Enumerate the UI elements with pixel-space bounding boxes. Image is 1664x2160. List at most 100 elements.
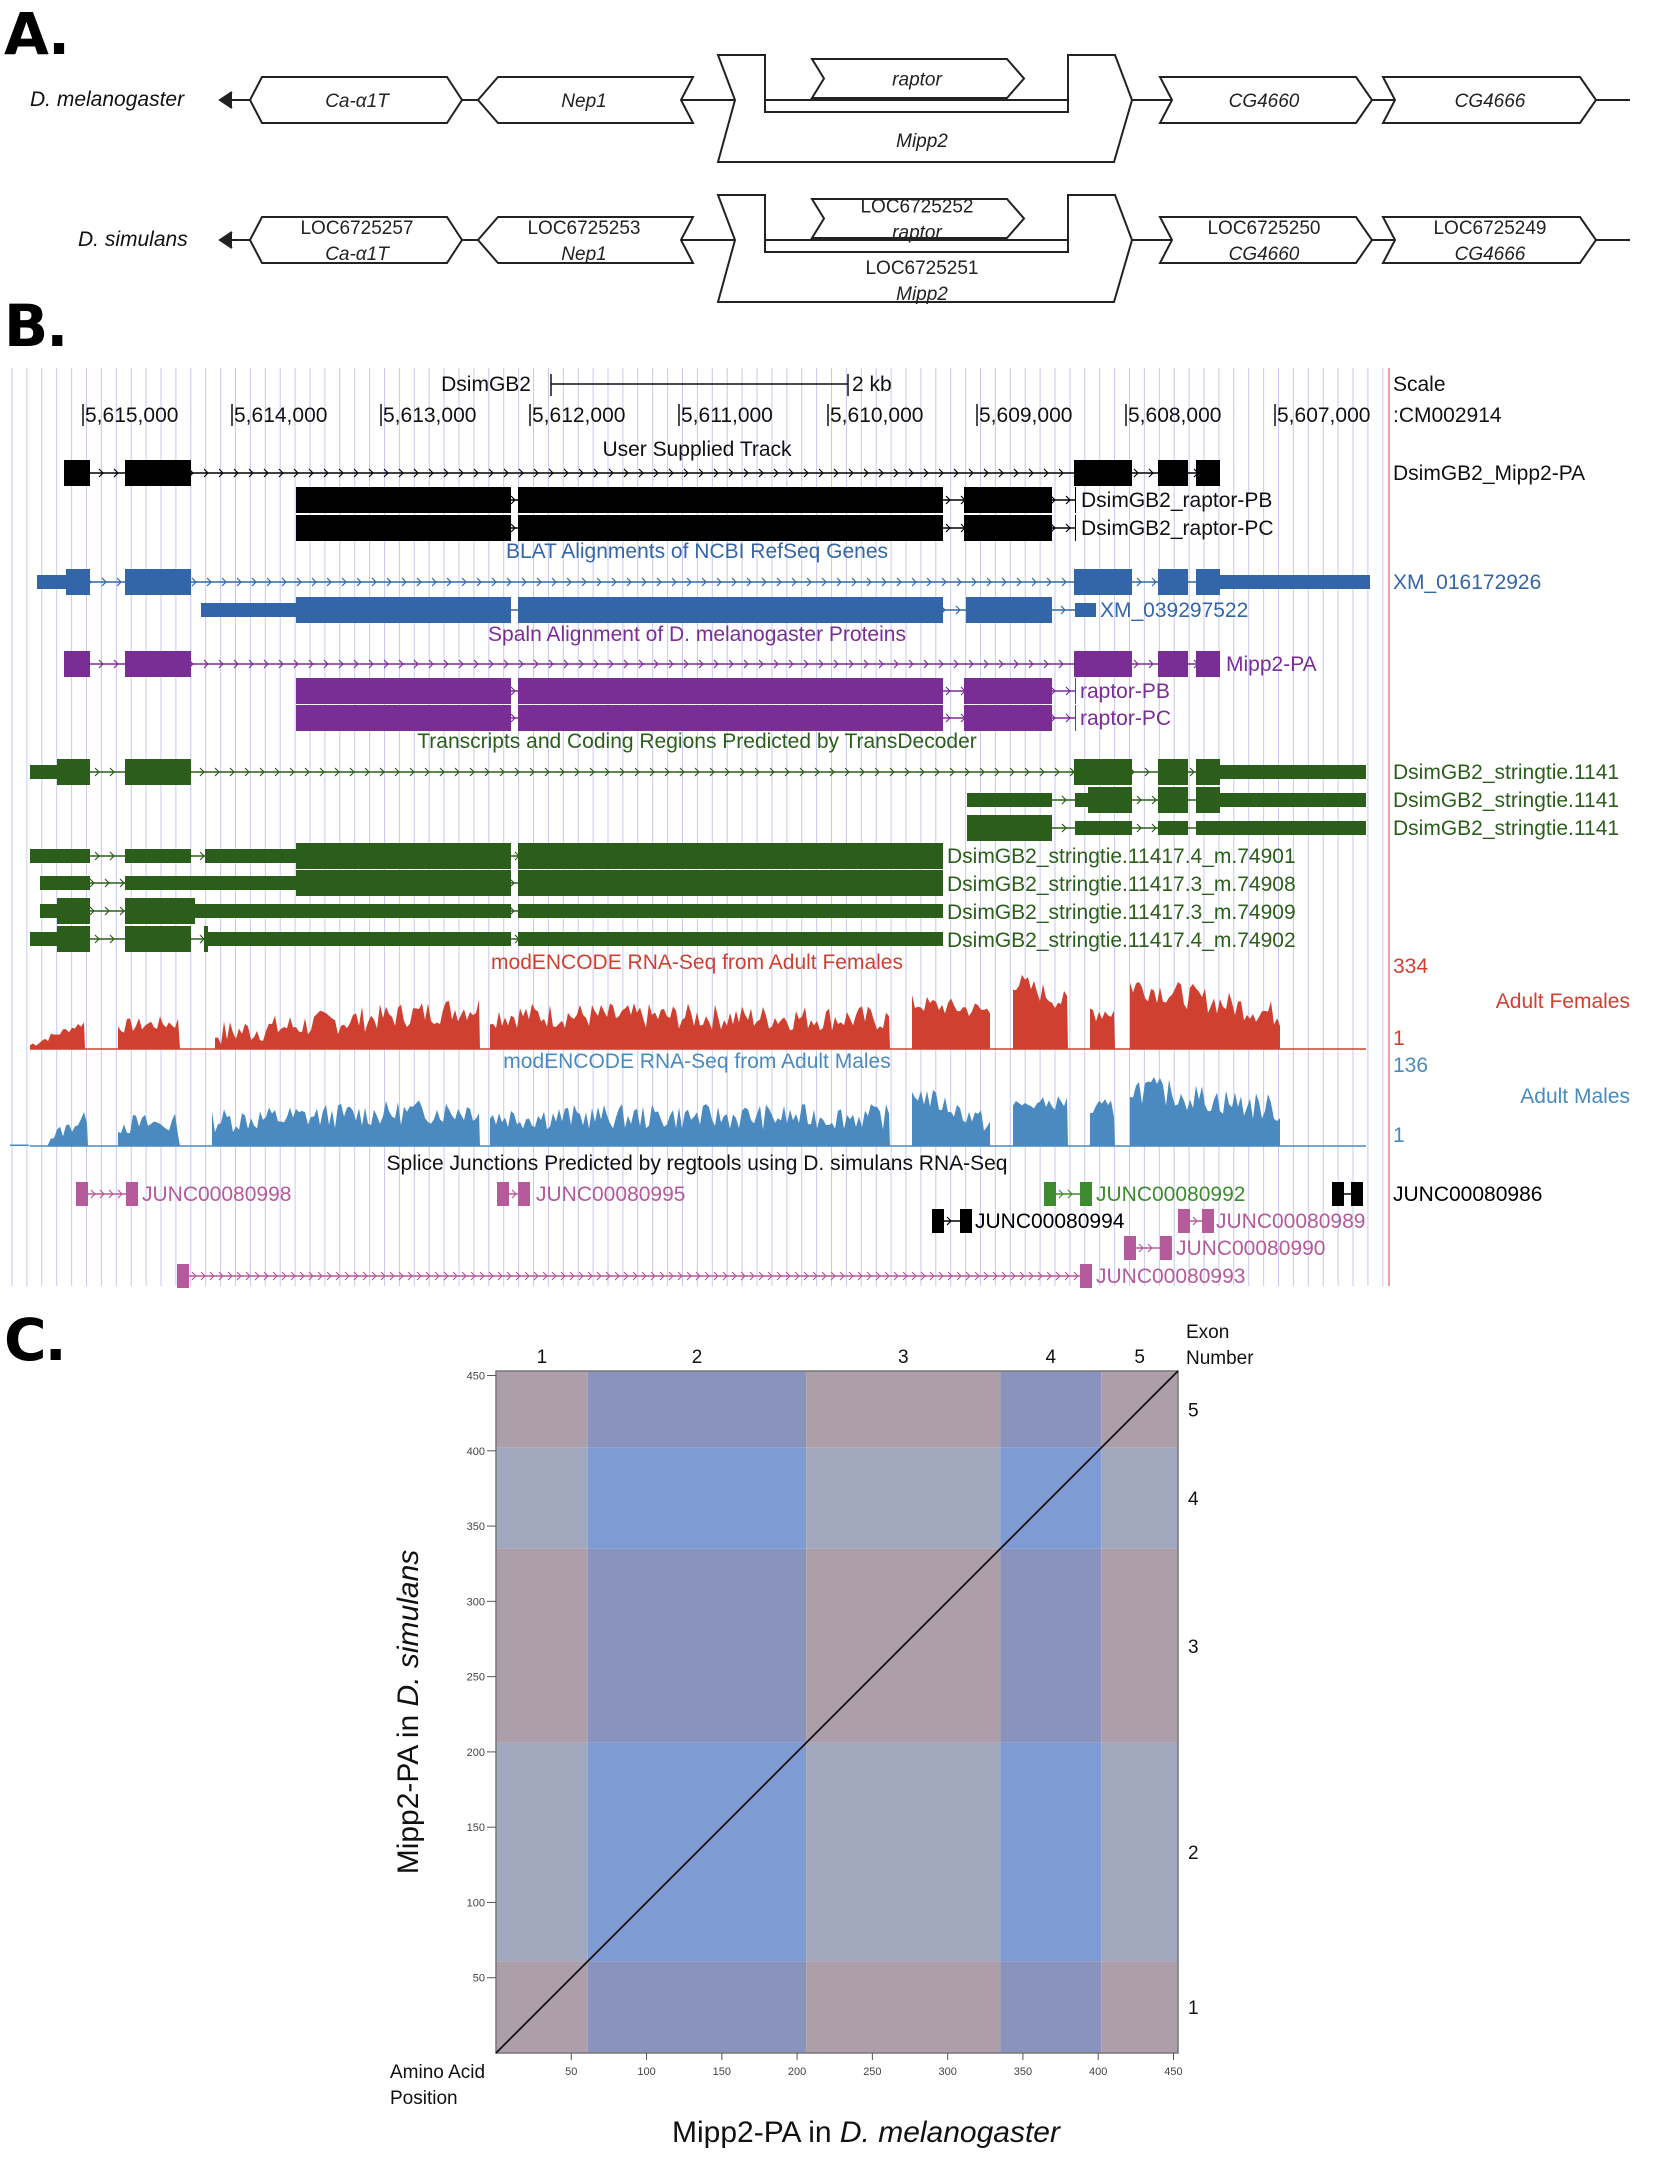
gene-cg4660-label: LOC6725250 — [1207, 218, 1320, 239]
gene-raptor — [810, 198, 1026, 239]
strand-arrow — [488, 468, 494, 478]
exon-cell — [806, 1447, 1001, 1549]
strand-arrow — [454, 767, 460, 777]
strand-arrow — [1061, 795, 1067, 805]
coverage-segment — [30, 1022, 85, 1049]
strand-arrow — [893, 1271, 899, 1281]
strand-arrow — [1189, 767, 1195, 777]
exon — [1075, 793, 1088, 807]
strand-arrow — [233, 468, 239, 478]
td-label: DsimGB2_stringtie.11417.3_m.74908 — [947, 873, 1296, 896]
strand-arrow — [116, 577, 122, 587]
strand-arrow — [1136, 795, 1142, 805]
strand-arrow — [461, 577, 467, 587]
strand-arrow — [686, 577, 692, 587]
strand-arrow — [619, 767, 625, 777]
exon — [125, 651, 191, 677]
strand-arrow — [623, 659, 629, 669]
strand-arrow — [1136, 823, 1142, 833]
exon — [1074, 759, 1132, 785]
strand-arrow — [209, 1271, 215, 1281]
strand-arrow — [889, 767, 895, 777]
td-row-1 — [30, 759, 1366, 785]
strand-arrow — [983, 1271, 989, 1281]
males-track-name: Adult Males — [1520, 1085, 1630, 1108]
strand-arrow — [578, 468, 584, 478]
gene-mipp2-label: Mipp2 — [896, 131, 948, 152]
strand-arrow — [199, 851, 205, 861]
strand-arrow — [244, 767, 250, 777]
strand-arrow — [488, 659, 494, 669]
exon — [125, 849, 191, 863]
strand-arrow — [731, 1271, 737, 1281]
exon — [966, 597, 1052, 623]
exon-cell — [1000, 1742, 1102, 1962]
strand-arrow — [533, 1271, 539, 1281]
strand-arrow — [338, 659, 344, 669]
strand-arrow — [1001, 577, 1007, 587]
strand-arrow — [458, 468, 464, 478]
gene-ca-alpha1t — [248, 216, 464, 264]
strand-arrow — [686, 1271, 692, 1281]
junction-anchor — [177, 1264, 189, 1288]
strand-arrow — [524, 1271, 530, 1281]
strand-arrow — [1073, 1271, 1079, 1281]
strand-arrow — [623, 468, 629, 478]
exon — [125, 876, 296, 890]
strand-arrow — [992, 1271, 998, 1281]
junction-anchor — [126, 1182, 138, 1206]
strand-arrow — [1046, 1271, 1052, 1281]
exon — [1158, 759, 1188, 785]
strand-arrow — [896, 577, 902, 587]
strand-arrow — [383, 468, 389, 478]
strand-arrow — [608, 659, 614, 669]
junction-anchor — [497, 1182, 509, 1206]
strand-arrow — [394, 767, 400, 777]
exon — [518, 870, 943, 896]
coverage-segment — [490, 1003, 890, 1049]
strand-arrow — [227, 1271, 233, 1281]
exon — [518, 705, 943, 731]
y-tick-label: 450 — [467, 1371, 485, 1383]
exon — [30, 849, 90, 863]
exon — [518, 597, 943, 623]
ruler-tick-label: 5,610,000 — [830, 404, 923, 427]
gene-nep1-label: Nep1 — [561, 244, 606, 265]
strand-arrow — [968, 468, 974, 478]
strand-arrow — [758, 468, 764, 478]
strand-arrow — [878, 468, 884, 478]
strand-arrow — [893, 468, 899, 478]
strand-arrow — [278, 468, 284, 478]
strand-arrow — [533, 468, 539, 478]
strand-arrow — [836, 577, 842, 587]
strand-arrow — [200, 1271, 206, 1281]
gene-mipp2-label: Mipp2 — [896, 284, 948, 305]
strand-arrow — [1065, 495, 1071, 505]
junction-anchor — [932, 1209, 944, 1233]
gene-nep1-label: Nep1 — [561, 91, 606, 112]
strand-arrow — [743, 468, 749, 478]
exon — [296, 487, 511, 513]
transcript-xm-016172926 — [37, 569, 1370, 595]
exon — [1196, 651, 1220, 677]
ruler-tick-label: 5,613,000 — [383, 404, 476, 427]
strand-arrow — [761, 577, 767, 587]
exon — [125, 569, 191, 595]
strand-arrow — [668, 468, 674, 478]
strand-arrow — [509, 906, 515, 916]
td-row-7 — [30, 926, 943, 952]
strand-arrow — [1037, 1271, 1043, 1281]
strand-arrow — [908, 468, 914, 478]
strand-arrow — [623, 1271, 629, 1281]
strand-arrow — [724, 767, 730, 777]
strand-arrow — [938, 468, 944, 478]
strand-arrow — [668, 1271, 674, 1281]
strand-arrow — [581, 577, 587, 587]
strand-arrow — [749, 1271, 755, 1281]
strand-arrow — [1031, 577, 1037, 587]
strand-arrow — [1061, 577, 1067, 587]
strand-arrow — [559, 767, 565, 777]
strand-arrow — [589, 767, 595, 777]
exon — [57, 926, 90, 952]
strand-arrow — [713, 1271, 719, 1281]
